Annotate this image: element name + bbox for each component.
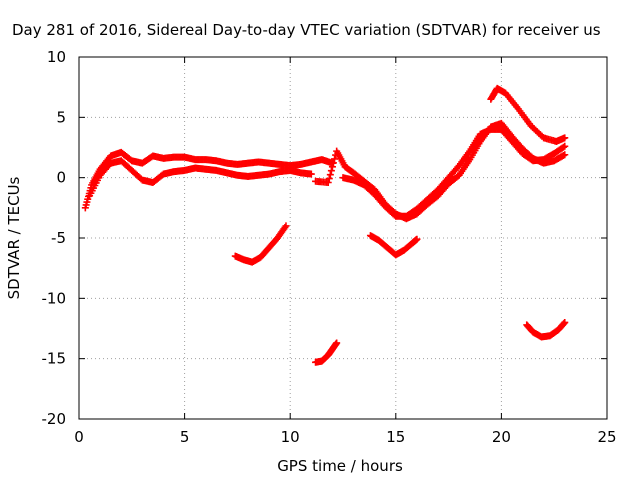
data-point xyxy=(327,167,335,175)
x-tick-label: 25 xyxy=(597,428,616,446)
x-tick-label: 5 xyxy=(180,428,190,446)
axis-ticks: 0 5 10 15 20 25 -20 -15 -10 -5 0 5 10 xyxy=(42,48,617,446)
y-tick-label: -15 xyxy=(42,350,67,368)
series-evening-peak xyxy=(487,84,569,145)
data-point xyxy=(561,134,569,142)
y-tick-label: -5 xyxy=(51,229,66,247)
y-axis-label: SDTVAR / TECUs xyxy=(5,176,23,299)
data-point xyxy=(281,223,289,231)
x-tick-label: 10 xyxy=(281,428,300,446)
data-point xyxy=(413,235,421,243)
series-main-arc-lower xyxy=(86,157,315,200)
data-point xyxy=(329,159,337,167)
series-main-arc-upper xyxy=(81,148,336,212)
data-point xyxy=(324,178,332,186)
x-tick-label: 20 xyxy=(492,428,511,446)
data-point xyxy=(561,142,569,150)
data-point xyxy=(559,143,567,151)
data-point xyxy=(328,163,336,171)
y-tick-label: 5 xyxy=(56,108,66,126)
data-point xyxy=(326,171,334,179)
series-arc-minus-6 xyxy=(231,222,290,266)
y-tick-label: 10 xyxy=(47,48,66,66)
series-midday-dip-inner xyxy=(339,125,569,220)
series-arc-minus-15 xyxy=(312,339,341,366)
y-tick-label: 0 xyxy=(56,169,66,187)
data-series xyxy=(81,84,569,366)
y-tick-label: -20 xyxy=(42,410,67,428)
data-point xyxy=(333,339,341,347)
y-tick-label: -10 xyxy=(42,289,67,307)
data-point xyxy=(331,155,339,163)
data-point xyxy=(325,175,333,183)
chart-title: Day 281 of 2016, Sidereal Day-to-day VTE… xyxy=(12,21,601,39)
data-point xyxy=(307,170,315,178)
series-arc-minus-5 xyxy=(366,232,421,259)
x-tick-label: 0 xyxy=(74,428,84,446)
x-tick-label: 15 xyxy=(386,428,405,446)
series-arc-minus-13 xyxy=(523,318,569,341)
data-point xyxy=(561,318,569,326)
data-point xyxy=(282,222,290,230)
data-point xyxy=(561,151,569,159)
x-axis-label: GPS time / hours xyxy=(277,457,403,475)
